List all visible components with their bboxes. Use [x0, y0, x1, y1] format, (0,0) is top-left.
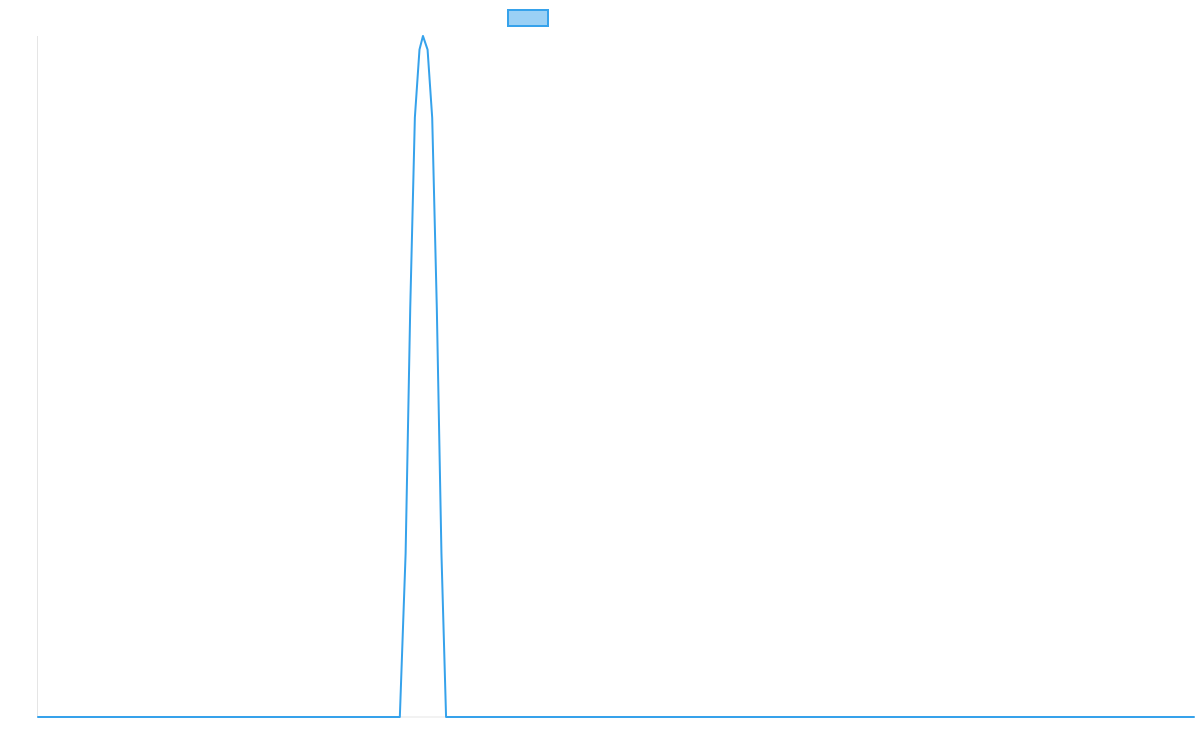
- legend[interactable]: [507, 9, 549, 27]
- legend-swatch[interactable]: [507, 9, 549, 27]
- series-layer: [37, 35, 1195, 718]
- series-line-0[interactable]: [37, 35, 1195, 718]
